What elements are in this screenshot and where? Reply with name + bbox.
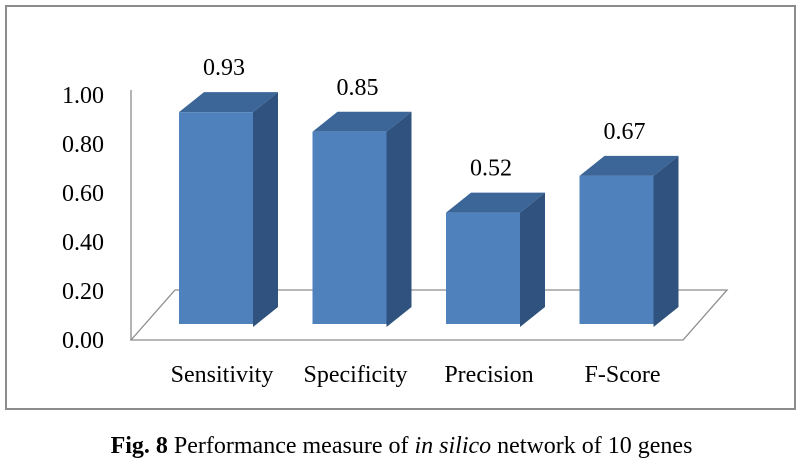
y-tick-label: 1.00 [62,83,104,109]
bar-side [386,111,412,327]
figure-number: Fig. 8 [110,433,168,459]
x-category-label: Sensitivity [171,362,274,388]
bar-top [579,155,679,176]
bar-top [446,192,545,213]
bar-side [653,155,679,327]
bar-side [520,192,545,327]
chart-frame [5,5,796,410]
data-label: 0.93 [203,55,245,81]
bar-specificity [312,111,412,327]
bar-front [446,212,520,324]
y-tick-label: 0.00 [62,328,104,354]
x-category-label: Specificity [304,362,408,388]
x-category-label: F-Score [585,362,661,388]
x-category-label: Precision [444,362,533,388]
bar-chart: 0.00 0.20 0.40 0.60 0.80 1.00 0.93 Sensitivity… [62,55,729,388]
caption-text-start: Performance measure of [167,433,415,459]
caption-italic-term: in silico [414,433,492,459]
data-label: 0.67 [604,119,646,145]
data-label: 0.85 [337,75,379,101]
bar-precision [446,192,545,327]
bar-front [312,131,387,324]
y-tick-label: 0.40 [62,230,104,256]
y-tick-label: 0.60 [62,181,104,207]
y-tick-label: 0.80 [62,132,104,158]
bar-f-score [579,155,679,327]
bar-side [253,92,278,328]
bar-sensitivity [179,92,278,328]
bar-front [179,112,253,325]
data-label: 0.52 [470,156,512,182]
bar-top [312,111,412,132]
caption-text-end: network of 10 genes [491,433,693,459]
figure-caption: Fig. 8 Performance measure of in silico … [0,433,803,460]
bar-top [179,92,278,113]
bar-front [579,175,654,324]
chart-floor [129,289,729,341]
y-tick-label: 0.20 [62,279,104,305]
